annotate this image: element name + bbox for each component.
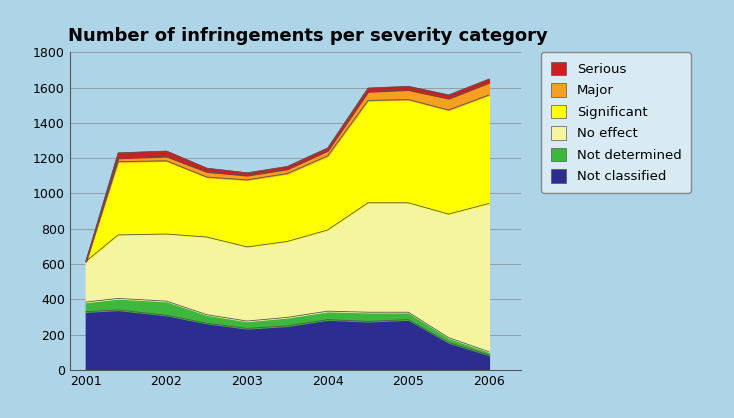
- Legend: Serious, Major, Significant, No effect, Not determined, Not classified: Serious, Major, Significant, No effect, …: [541, 53, 691, 193]
- Text: Number of infringements per severity category: Number of infringements per severity cat…: [68, 27, 548, 45]
